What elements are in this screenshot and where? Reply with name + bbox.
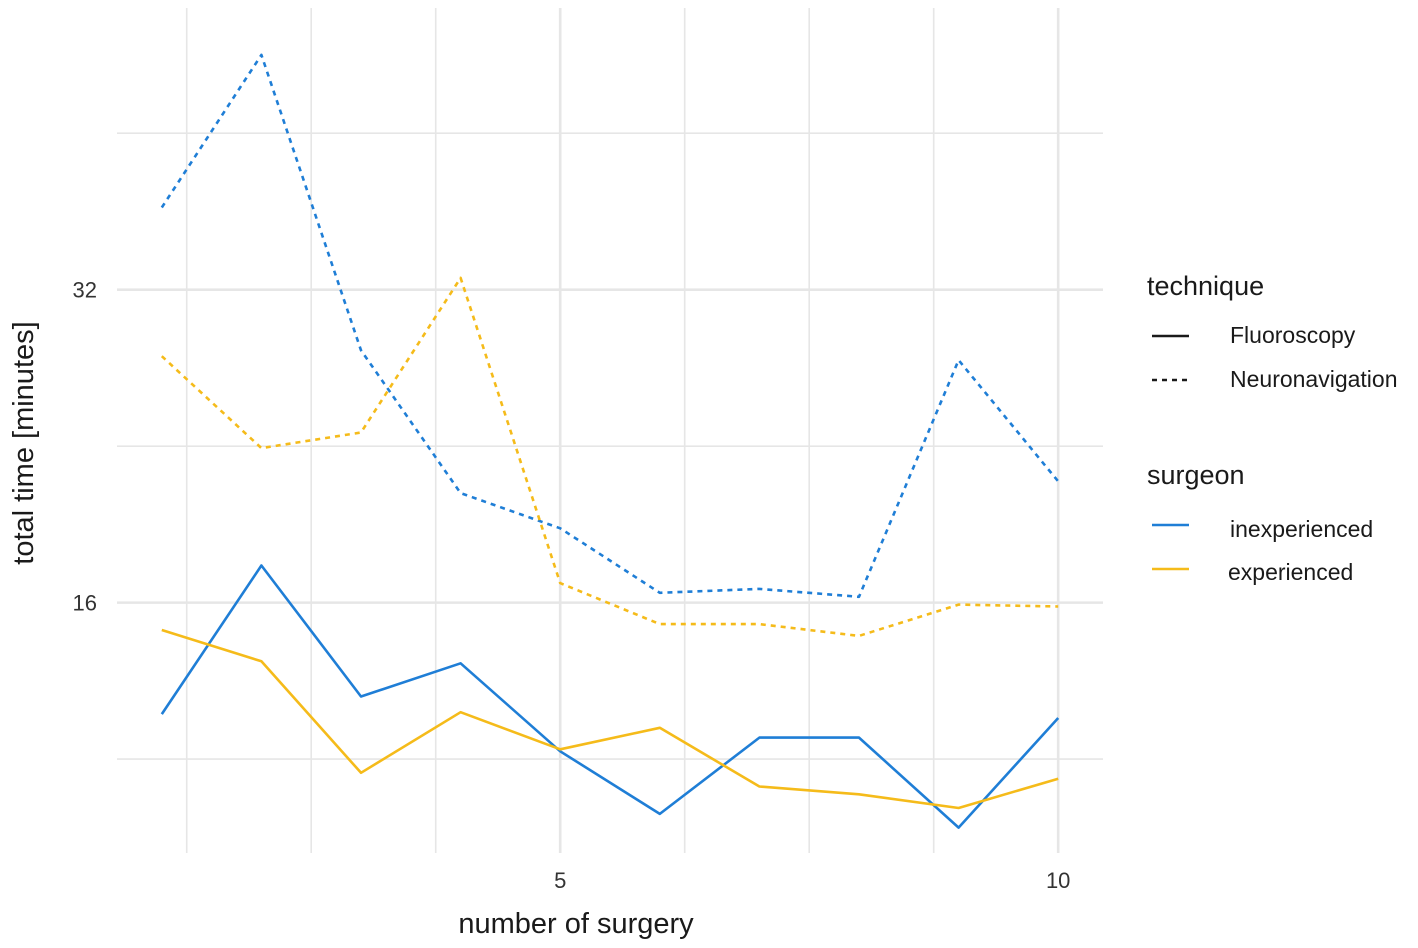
tick-labels: 5 10 16 32 xyxy=(73,278,1071,893)
x-tick-label: 10 xyxy=(1046,868,1070,893)
legend-neuronavigation-label: Neuronavigation xyxy=(1230,366,1398,392)
y-tick-label: 32 xyxy=(73,278,97,303)
series-line-experienced-fluoroscopy xyxy=(161,628,1059,810)
y-axis-title: total time [minutes] xyxy=(8,321,40,564)
y-tick-label: 16 xyxy=(73,591,97,616)
legend-fluoroscopy-label: Fluoroscopy xyxy=(1230,322,1356,348)
legend: technique Fluoroscopy Neuronavigation su… xyxy=(1147,271,1398,585)
x-tick-label: 5 xyxy=(554,868,566,893)
series-line-experienced-neuronavigation xyxy=(160,276,1059,638)
legend-technique-title: technique xyxy=(1147,271,1264,301)
series-lines xyxy=(160,53,1060,829)
legend-surgeon-title: surgeon xyxy=(1147,460,1245,490)
grid-lines xyxy=(117,8,1103,853)
series-line-inexperienced-fluoroscopy xyxy=(160,564,1060,829)
series-line-inexperienced-neuronavigation xyxy=(160,53,1060,599)
x-axis-title: number of surgery xyxy=(458,908,694,940)
legend-inexperienced-label: inexperienced xyxy=(1230,516,1373,542)
legend-experienced-label: experienced xyxy=(1228,559,1353,585)
